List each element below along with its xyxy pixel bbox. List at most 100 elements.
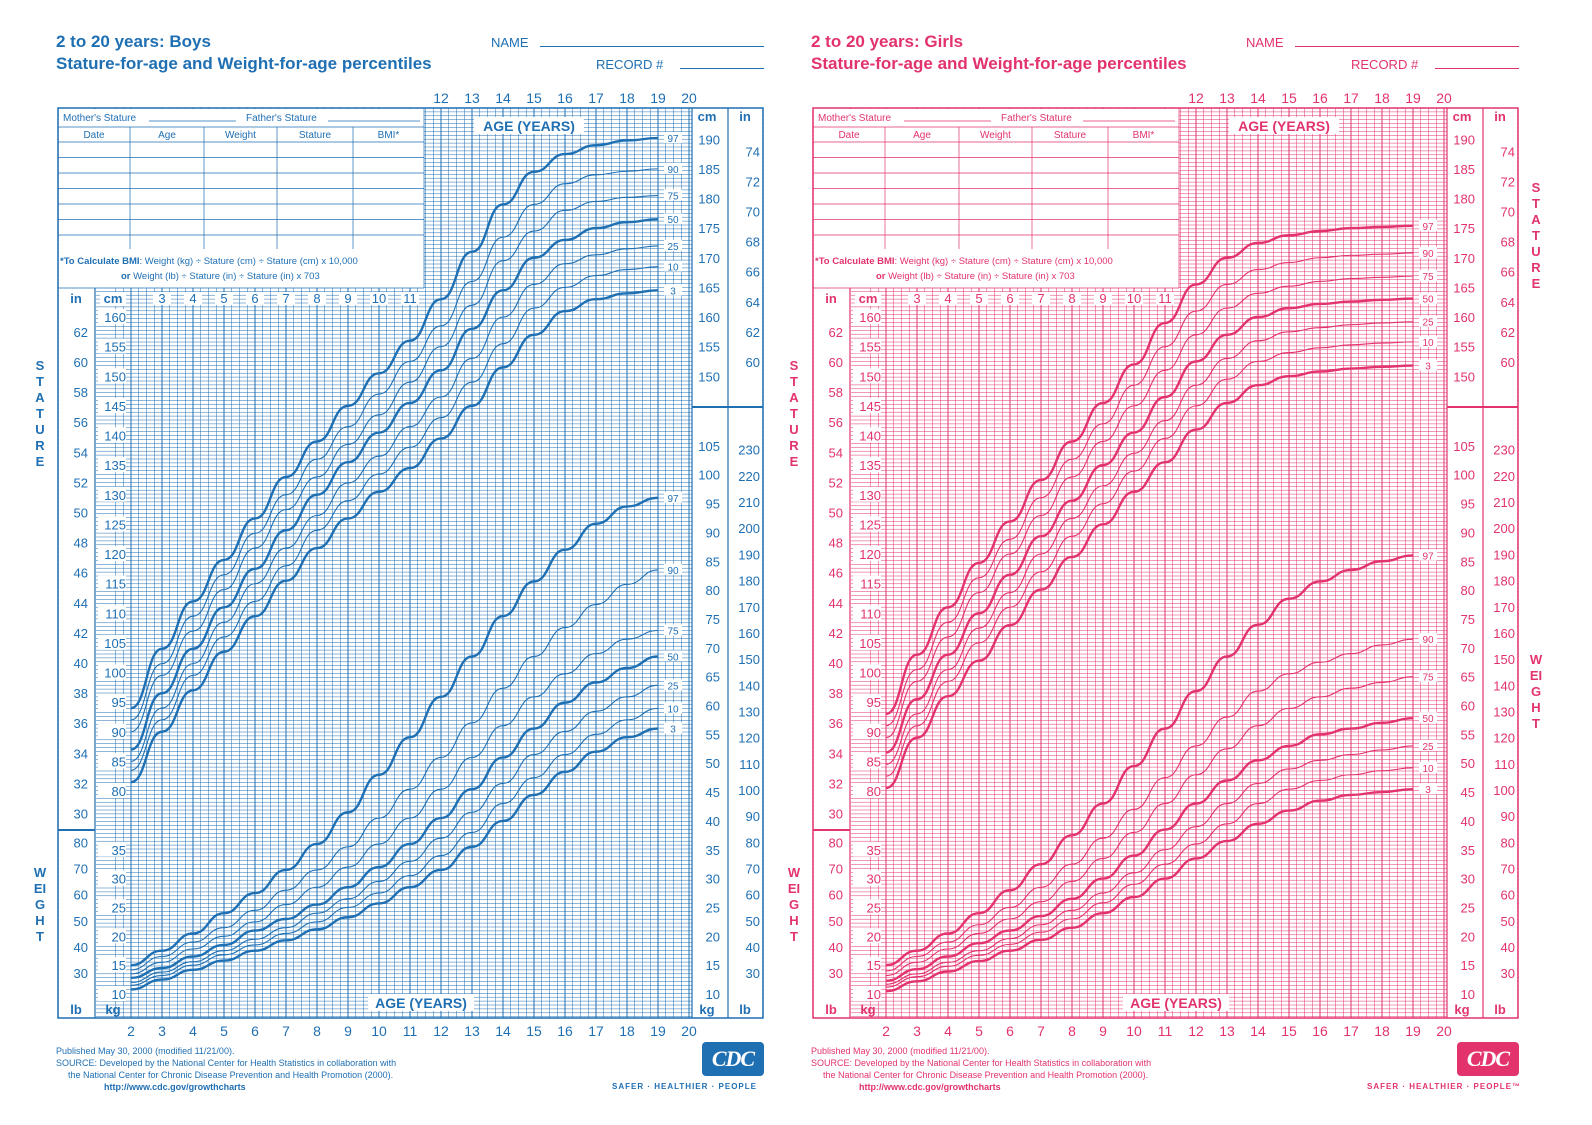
bmi-note-1: *To Calculate BMI: Weight (kg) ÷ Stature… [60,256,358,267]
percentile-label-10: 10 [1422,764,1434,775]
unit-kg-left: kg [105,1002,120,1017]
record-field[interactable] [1435,68,1519,69]
kg-tick-right-60: 60 [706,699,720,714]
kg-tick-bg [98,957,126,973]
growthcharts-link[interactable]: http://www.cdc.gov/growthcharts [859,1082,1001,1092]
stature-curve-p3 [885,364,1414,790]
age-tick-mid-bg [153,292,171,305]
in-tick-48: 48 [829,536,843,551]
weight-curve-p90 [130,569,659,971]
percentile-label-90: 90 [1422,635,1434,646]
growth-chart-svg: Mother's Stature Father's Stature Date Age W… [812,90,1519,1039]
cm-tick-right-160: 160 [1453,310,1475,325]
cm-tick-95: 95 [867,695,881,710]
age-tick-bottom-18: 18 [619,1023,635,1039]
unit-cm-bg [100,292,126,306]
cm-tick-155: 155 [859,340,881,355]
table-header-date: Date [838,130,860,141]
age-label-bg-top [474,117,584,134]
stature-side-label: STATURE [789,358,799,469]
percentile-label-bg [1419,761,1437,773]
weight-curve-p10 [130,707,659,986]
unit-kg-right: kg [699,1002,714,1017]
lb-tick-right-230: 230 [738,443,760,458]
cm-tick-100: 100 [104,666,126,681]
name-field[interactable] [540,46,764,47]
kg-tick-bg [853,899,881,915]
weight-curve-p50 [130,655,659,980]
lb-tick-right-210: 210 [738,495,760,510]
cm-tick-right-185: 185 [698,162,720,177]
age-tick-top-16: 16 [557,90,573,106]
weight-curve-p3 [130,727,659,991]
weight-curve-p25 [130,684,659,984]
cm-tick-115: 115 [105,577,126,592]
cm-tick-bg [853,309,881,324]
kg-tick-right-35: 35 [706,843,720,858]
lb-tick-60: 60 [829,888,843,903]
cm-tick-right-180: 180 [1453,192,1475,207]
record-table [58,108,425,289]
percentile-label-3: 3 [670,286,676,297]
in-tick-44: 44 [74,596,88,611]
cm-tick-bg [98,546,126,561]
cm-tick-110: 110 [860,606,881,621]
cm-tick-right-155: 155 [1453,340,1475,355]
cm-tick-bg [853,634,881,650]
age-tick-top-12: 12 [433,90,449,106]
age-tick-mid-8: 8 [1068,291,1075,306]
percentile-label-90: 90 [667,566,679,577]
lb-tick-right-200: 200 [1493,521,1515,536]
cm-tick-bg [98,338,126,354]
age-tick-bottom-19: 19 [650,1023,666,1039]
cm-tick-85: 85 [112,754,126,769]
age-tick-top-19: 19 [650,90,666,106]
age-tick-top-19: 19 [1405,90,1421,106]
age-tick-top-13: 13 [464,90,480,106]
cm-tick-160: 160 [104,310,126,325]
unit-in-bg [64,292,90,306]
stature-curve-p50 [885,297,1414,754]
lb-tick-right-30: 30 [746,966,760,981]
kg-tick-right-25: 25 [706,900,720,915]
in-tick-right-68: 68 [1501,235,1515,250]
percentile-label-50: 50 [1422,714,1434,725]
cm-tick-130: 130 [104,488,126,503]
age-tick-bottom-6: 6 [251,1023,259,1039]
table-header-age: Age [158,130,176,141]
in-tick-48: 48 [74,536,88,551]
percentile-label-25: 25 [667,242,679,253]
cm-tick-right-180: 180 [698,192,720,207]
age-tick-mid-4: 4 [189,291,196,306]
kg-tick-10: 10 [867,987,881,1002]
fathers-stature-label: Father's Stature [246,113,317,124]
age-tick-bottom-18: 18 [1374,1023,1390,1039]
stature-curve-p90 [130,168,659,721]
age-tick-bottom-12: 12 [433,1023,449,1039]
percentile-label-bg [1419,335,1437,347]
percentile-label-97: 97 [1422,551,1434,562]
kg-tick-right-75: 75 [1461,612,1475,627]
kg-tick-right-65: 65 [1461,670,1475,685]
kg-tick-bg [853,957,881,973]
percentile-label-97: 97 [667,494,679,505]
cm-tick-105: 105 [859,636,881,651]
name-field[interactable] [1295,46,1519,47]
stature-right-label: STATURE [1531,180,1541,291]
table-header-bmi: BMI* [1133,130,1155,141]
age-tick-top-14: 14 [1250,90,1266,106]
in-tick-right-72: 72 [746,174,760,189]
kg-tick-15: 15 [112,958,126,973]
age-tick-mid-3: 3 [913,291,920,306]
age-tick-mid-7: 7 [1037,291,1044,306]
lb-tick-right-50: 50 [746,914,760,929]
age-tick-bottom-4: 4 [944,1023,952,1039]
cm-tick-right-150: 150 [698,369,720,384]
cm-tick-bg [853,575,881,591]
growthcharts-link[interactable]: http://www.cdc.gov/growthcharts [104,1082,246,1092]
cm-tick-100: 100 [859,666,881,681]
record-field[interactable] [680,68,764,69]
age-tick-bottom-19: 19 [1405,1023,1421,1039]
age-tick-bottom-2: 2 [127,1023,135,1039]
unit-lb-left: lb [825,1002,837,1017]
